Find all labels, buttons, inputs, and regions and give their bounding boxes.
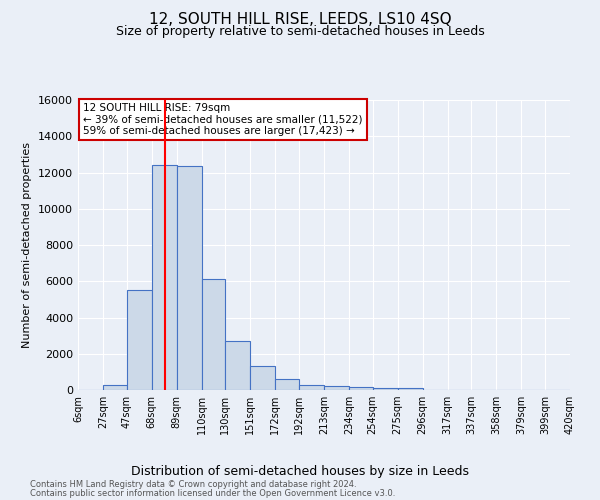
Bar <box>127 290 152 390</box>
Bar <box>324 386 349 390</box>
Bar <box>176 166 202 390</box>
Bar <box>299 385 324 390</box>
Y-axis label: Number of semi-detached properties: Number of semi-detached properties <box>22 142 32 348</box>
Bar <box>202 278 226 390</box>
Bar <box>152 166 176 390</box>
Text: Distribution of semi-detached houses by size in Leeds: Distribution of semi-detached houses by … <box>131 464 469 477</box>
Text: Contains public sector information licensed under the Open Government Licence v3: Contains public sector information licen… <box>30 488 395 498</box>
Text: Contains HM Land Registry data © Crown copyright and database right 2024.: Contains HM Land Registry data © Crown c… <box>30 480 356 489</box>
Bar <box>250 366 275 390</box>
Text: Size of property relative to semi-detached houses in Leeds: Size of property relative to semi-detach… <box>116 25 484 38</box>
Bar <box>226 340 250 390</box>
Bar <box>373 388 398 390</box>
Bar <box>103 385 127 390</box>
Bar <box>349 388 373 390</box>
Bar <box>398 388 422 390</box>
Text: 12, SOUTH HILL RISE, LEEDS, LS10 4SQ: 12, SOUTH HILL RISE, LEEDS, LS10 4SQ <box>149 12 451 28</box>
Bar <box>275 379 299 390</box>
Text: 12 SOUTH HILL RISE: 79sqm
← 39% of semi-detached houses are smaller (11,522)
59%: 12 SOUTH HILL RISE: 79sqm ← 39% of semi-… <box>83 103 362 136</box>
